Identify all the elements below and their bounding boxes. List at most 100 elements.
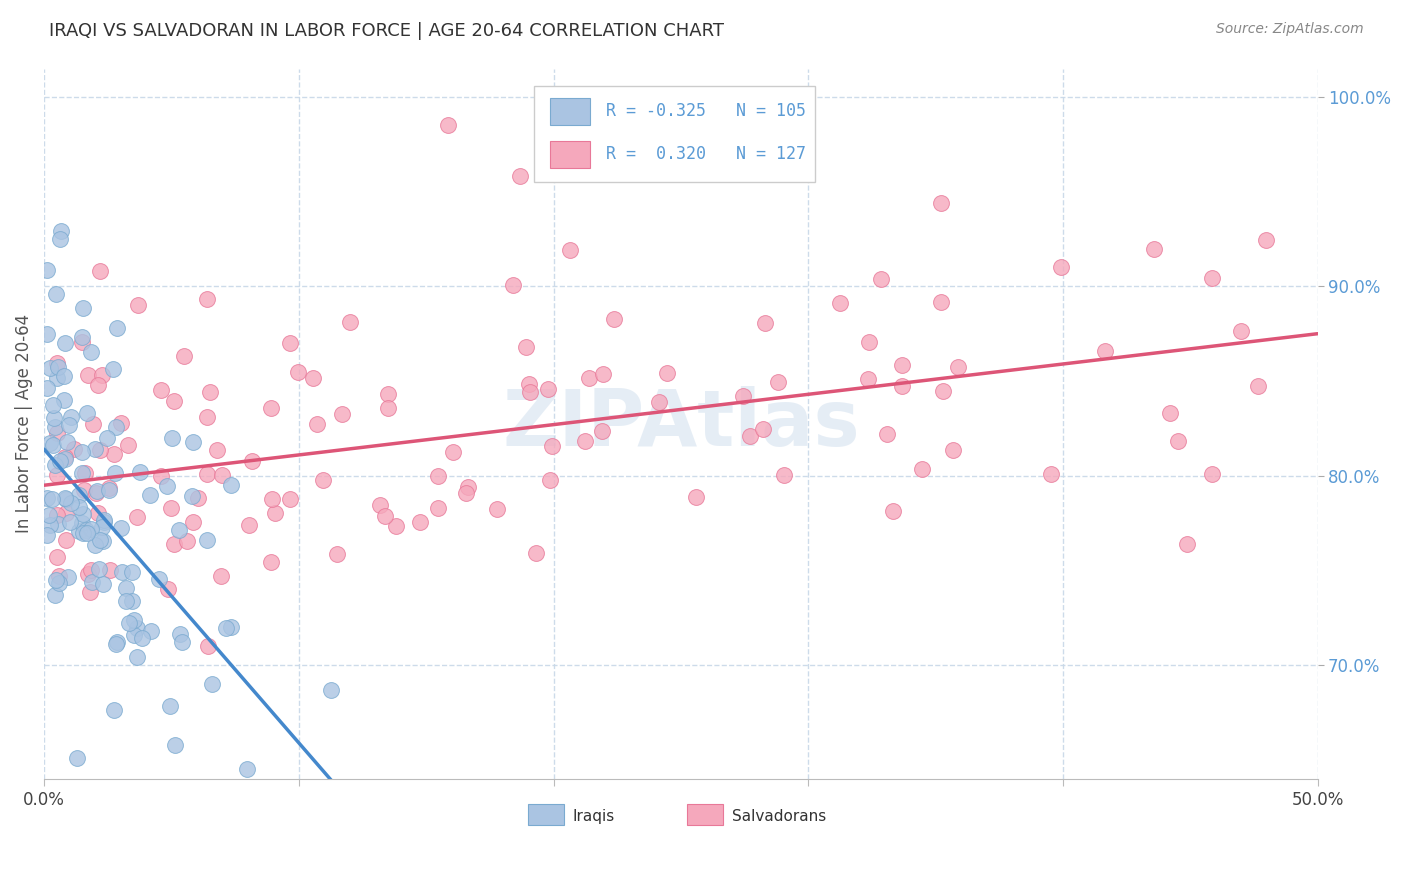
- Point: [197, 639, 219, 653]
- Point: [91, 576, 114, 591]
- Point: [524, 545, 547, 559]
- Point: [41, 492, 63, 507]
- Point: [89, 442, 111, 457]
- Point: [139, 488, 162, 502]
- Point: [98, 482, 121, 496]
- Point: [942, 443, 965, 458]
- Point: [278, 336, 301, 351]
- Point: [98, 563, 121, 577]
- Point: [176, 533, 198, 548]
- Point: [946, 360, 969, 375]
- Point: [93, 515, 115, 529]
- Point: [72, 508, 94, 522]
- Point: [118, 616, 141, 631]
- Point: [131, 631, 153, 645]
- Point: [876, 426, 898, 441]
- Point: [181, 435, 204, 450]
- Point: [891, 358, 914, 372]
- Point: [55, 450, 77, 464]
- Point: [929, 295, 952, 310]
- Point: [76, 526, 98, 541]
- Point: [89, 263, 111, 277]
- Point: [187, 491, 209, 505]
- Point: [67, 500, 90, 515]
- Point: [141, 624, 163, 638]
- Point: [509, 169, 531, 183]
- Point: [121, 566, 143, 580]
- Point: [932, 384, 955, 398]
- Point: [538, 474, 561, 488]
- Point: [1050, 260, 1073, 274]
- Point: [236, 763, 259, 777]
- Point: [82, 417, 104, 431]
- Point: [574, 434, 596, 449]
- Point: [305, 417, 328, 432]
- Point: [110, 416, 132, 430]
- Point: [67, 524, 90, 539]
- Point: [70, 334, 93, 349]
- Point: [195, 467, 218, 482]
- Text: Salvadorans: Salvadorans: [731, 809, 827, 824]
- Point: [65, 750, 87, 764]
- Point: [773, 467, 796, 482]
- Point: [76, 368, 98, 382]
- Point: [278, 492, 301, 507]
- Point: [70, 516, 93, 530]
- Point: [75, 523, 97, 537]
- Point: [44, 420, 66, 434]
- Point: [165, 738, 187, 752]
- Point: [592, 367, 614, 381]
- Point: [1167, 434, 1189, 448]
- Point: [377, 387, 399, 401]
- Point: [195, 409, 218, 424]
- Point: [63, 442, 86, 457]
- Text: Source: ZipAtlas.com: Source: ZipAtlas.com: [1216, 22, 1364, 37]
- Point: [107, 635, 129, 649]
- Point: [1039, 467, 1062, 482]
- Point: [105, 419, 128, 434]
- Point: [260, 492, 283, 507]
- Point: [264, 506, 287, 520]
- Point: [882, 503, 904, 517]
- Point: [98, 483, 121, 497]
- Point: [87, 377, 110, 392]
- Point: [427, 501, 450, 516]
- Point: [591, 424, 613, 438]
- Point: [766, 376, 789, 390]
- Point: [49, 454, 72, 468]
- Point: [48, 360, 70, 375]
- Point: [48, 568, 70, 582]
- Point: [219, 620, 242, 634]
- Point: [91, 368, 114, 382]
- Point: [195, 533, 218, 547]
- Point: [35, 381, 58, 395]
- Point: [86, 483, 108, 498]
- Point: [515, 340, 537, 354]
- Point: [80, 345, 103, 359]
- Point: [35, 327, 58, 342]
- Point: [648, 394, 671, 409]
- Point: [89, 562, 111, 576]
- Point: [149, 383, 172, 397]
- Point: [578, 371, 600, 385]
- Point: [124, 628, 146, 642]
- Point: [457, 480, 479, 494]
- Point: [159, 698, 181, 713]
- Point: [384, 518, 406, 533]
- Point: [72, 330, 94, 344]
- Point: [198, 384, 221, 399]
- Point: [59, 516, 82, 530]
- Point: [127, 621, 149, 635]
- Point: [35, 528, 58, 542]
- Point: [72, 466, 94, 480]
- Point: [93, 534, 115, 549]
- Text: ZIPAtlas: ZIPAtlas: [502, 385, 859, 462]
- Point: [122, 613, 145, 627]
- Point: [454, 486, 477, 500]
- Point: [46, 516, 69, 531]
- Point: [519, 385, 541, 400]
- Point: [76, 566, 98, 581]
- Point: [90, 520, 112, 534]
- Point: [115, 581, 138, 595]
- Point: [209, 569, 232, 583]
